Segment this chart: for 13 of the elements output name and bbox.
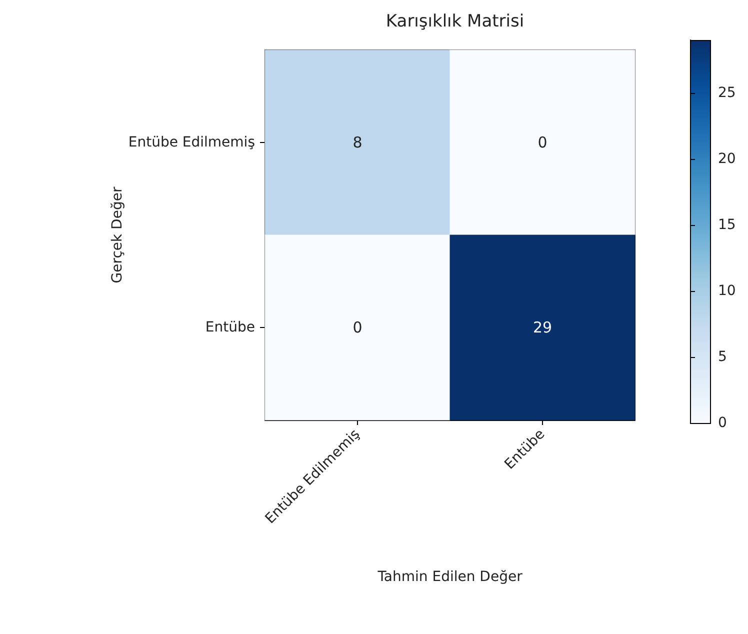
data-label: 0 xyxy=(538,134,548,152)
data-label: 0 xyxy=(352,318,362,336)
y-axis-title: Gerçek Değer xyxy=(109,186,126,284)
color-bar-label: 5 xyxy=(718,348,727,365)
color-bar-label: 15 xyxy=(718,216,736,233)
color-bar-label: 20 xyxy=(718,150,736,167)
x-axis-title: Tahmin Edilen Değer xyxy=(376,569,523,585)
color-bar-label: 25 xyxy=(718,84,736,101)
color-bar-label: 0 xyxy=(718,415,727,431)
data-label: 8 xyxy=(352,134,362,152)
color-bar-label: 10 xyxy=(718,282,736,299)
data-label: 29 xyxy=(532,318,552,336)
chart-title: Karışıklık Matrisi xyxy=(386,12,524,32)
